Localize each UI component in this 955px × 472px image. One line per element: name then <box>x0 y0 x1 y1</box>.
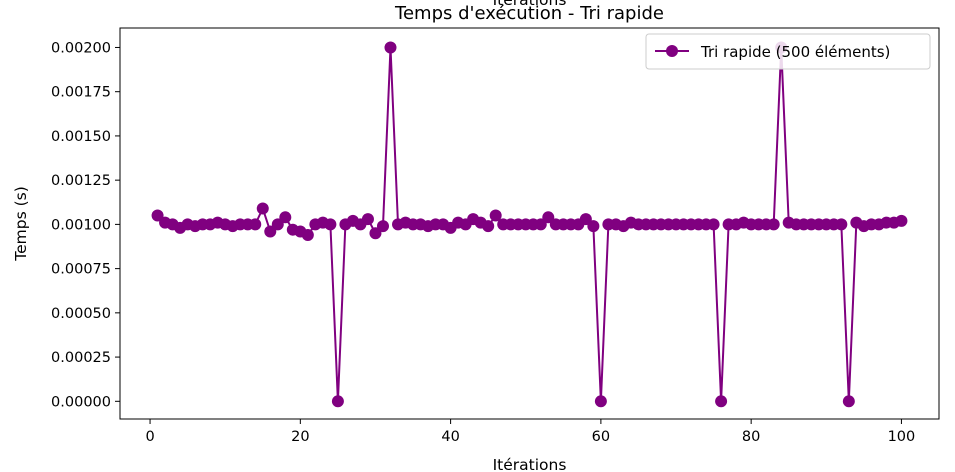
y-tick-label: 0.00075 <box>51 262 111 278</box>
x-tick-label: 60 <box>592 429 610 445</box>
y-tick-label: 0.00000 <box>51 394 111 410</box>
data-point <box>579 213 592 226</box>
data-point <box>271 218 284 231</box>
x-tick-label: 0 <box>145 429 154 445</box>
x-tick-label: 40 <box>441 429 459 445</box>
data-point <box>151 209 164 222</box>
data-point <box>301 229 314 241</box>
data-point <box>376 220 389 233</box>
data-point <box>256 202 269 215</box>
legend-box <box>645 33 931 70</box>
top-axis-label: Itérations <box>493 0 567 9</box>
data-point <box>542 211 555 224</box>
data-point <box>264 225 277 238</box>
y-tick-label: 0.00050 <box>51 306 111 322</box>
data-point <box>715 395 728 408</box>
data-point <box>594 395 607 408</box>
data-point <box>369 227 382 240</box>
data-point <box>587 220 600 233</box>
x-tick-label: 100 <box>888 429 916 445</box>
y-tick-label: 0.00100 <box>51 217 111 233</box>
legend-marker-sample <box>666 45 678 57</box>
y-tick-label: 0.00025 <box>51 350 111 366</box>
x-axis: 0 20 40 60 80 100 <box>145 419 915 445</box>
chart-title: Temps d'exécution - Tri rapide <box>394 3 664 24</box>
data-point <box>482 220 495 233</box>
y-tick-label: 0.00150 <box>51 129 111 145</box>
y-axis: 0.00000 0.00025 0.00050 0.00075 0.00100 0.001… <box>51 40 120 410</box>
data-point <box>361 213 374 226</box>
data-point <box>835 218 848 231</box>
data-point <box>895 214 908 227</box>
data-point <box>534 218 547 231</box>
data-point <box>384 41 397 54</box>
data-point <box>331 395 344 408</box>
x-tick-label: 80 <box>742 429 760 445</box>
data-point <box>489 209 502 222</box>
data-point <box>842 395 855 408</box>
data-point <box>249 218 262 231</box>
data-point <box>279 211 292 224</box>
y-tick-label: 0.00200 <box>51 40 111 56</box>
x-tick-label: 20 <box>291 429 309 445</box>
data-point <box>707 218 720 231</box>
legend-entry-label: Tri rapide (500 éléments) <box>700 43 890 61</box>
y-axis-label: Temps (s) <box>12 186 30 261</box>
y-tick-label: 0.00125 <box>51 173 111 189</box>
data-point <box>324 218 337 231</box>
y-tick-label: 0.00175 <box>51 85 111 101</box>
data-point <box>767 218 780 231</box>
x-axis-label: Itérations <box>493 456 567 472</box>
series-layer <box>151 41 908 408</box>
legend: Tri rapide (500 éléments) <box>645 33 931 70</box>
